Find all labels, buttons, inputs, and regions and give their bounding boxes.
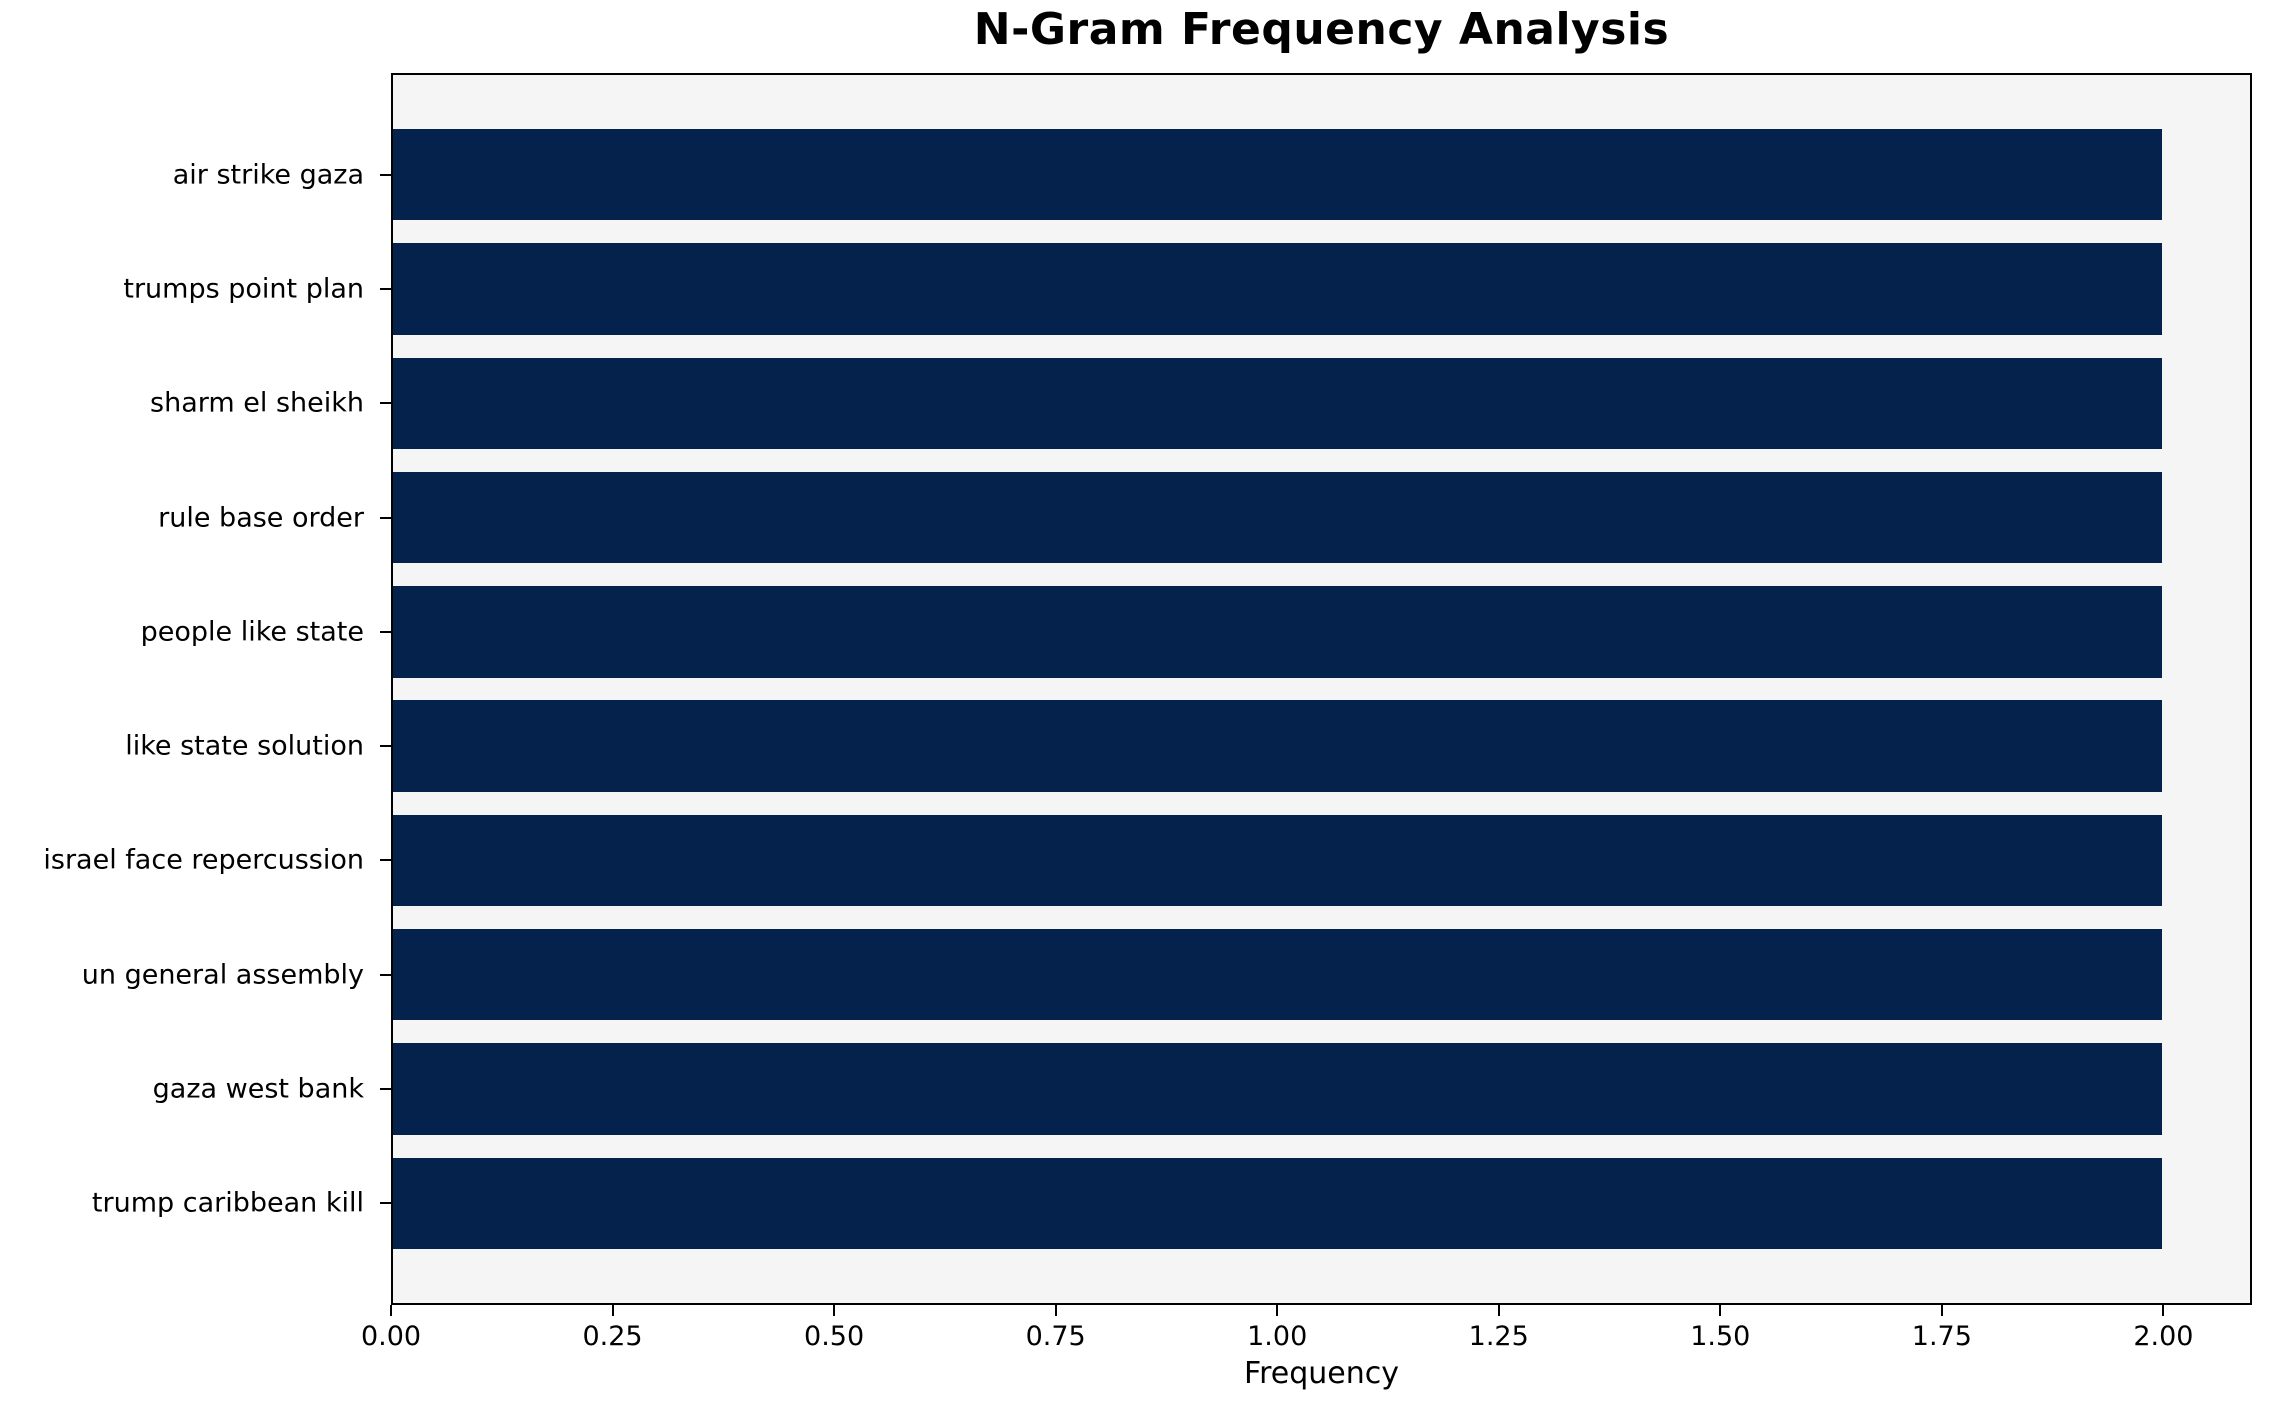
x-tick-mark	[1054, 1305, 1057, 1316]
x-tick-mark	[1276, 1305, 1279, 1316]
y-tick-label: air strike gaza	[172, 159, 364, 191]
x-tick-label: 0.25	[582, 1321, 643, 1352]
bar	[393, 586, 2162, 678]
bar	[393, 357, 2162, 449]
y-tick-mark	[380, 1088, 391, 1090]
y-tick-label: israel face repercussion	[43, 844, 364, 876]
x-tick-label: 1.75	[1911, 1321, 1972, 1352]
y-tick-label: like state solution	[125, 730, 364, 762]
x-tick-mark	[1497, 1305, 1500, 1316]
bar	[393, 1043, 2162, 1135]
y-tick-label: trump caribbean kill	[91, 1187, 364, 1219]
x-tick-label: 0.75	[1025, 1321, 1086, 1352]
bar	[393, 929, 2162, 1021]
y-tick-mark	[380, 402, 391, 405]
bar	[393, 129, 2162, 221]
y-tick-label: people like state	[140, 616, 364, 648]
x-tick-mark	[2162, 1305, 2165, 1316]
chart-title: N-Gram Frequency Analysis	[973, 4, 1670, 55]
x-tick-label: 1.00	[1247, 1321, 1308, 1352]
plot-area	[391, 73, 2252, 1305]
x-tick-mark	[833, 1305, 836, 1316]
y-tick-label: rule base order	[158, 502, 364, 534]
y-tick-mark	[380, 516, 391, 519]
x-tick-mark	[390, 1305, 392, 1316]
x-axis-title: Frequency	[1244, 1356, 1399, 1391]
x-tick-label: 1.25	[1468, 1321, 1529, 1352]
x-tick-label: 0.50	[804, 1321, 865, 1352]
x-tick-label: 1.50	[1690, 1321, 1751, 1352]
x-tick-mark	[1940, 1305, 1943, 1316]
y-tick-mark	[380, 630, 391, 633]
y-tick-label: gaza west bank	[152, 1073, 364, 1105]
y-tick-label: un general assembly	[81, 959, 364, 991]
bar	[393, 471, 2162, 564]
y-tick-mark	[380, 288, 391, 290]
x-tick-mark	[611, 1305, 614, 1316]
x-tick-label: 0.00	[360, 1321, 422, 1352]
bar	[393, 814, 2162, 907]
y-tick-label: trumps point plan	[123, 273, 364, 305]
bar	[393, 700, 2162, 792]
y-tick-label: sharm el sheikh	[150, 387, 364, 419]
y-tick-mark	[380, 745, 391, 748]
bar	[393, 243, 2162, 335]
y-tick-mark	[380, 1202, 391, 1205]
bar	[393, 1157, 2162, 1249]
x-tick-mark	[1719, 1305, 1722, 1316]
y-tick-mark	[380, 973, 391, 976]
y-tick-mark	[380, 173, 391, 176]
x-tick-label: 2.00	[2133, 1321, 2194, 1352]
y-tick-mark	[380, 859, 391, 862]
